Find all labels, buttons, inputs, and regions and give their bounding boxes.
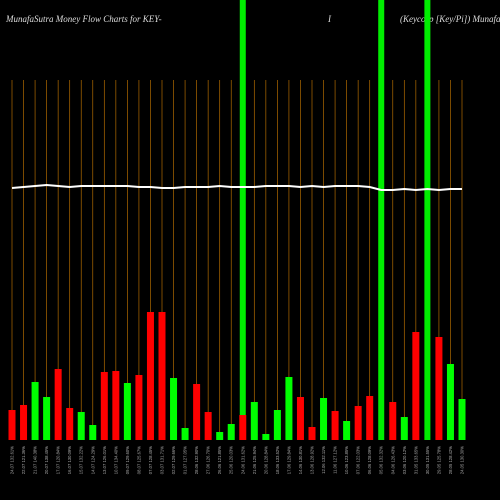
x-tick-label: 17.07 120.84% (56, 446, 61, 474)
x-tick-label: 24.06 131.62% (240, 446, 245, 474)
chart-title-mid: I (327, 14, 332, 24)
highlight (378, 0, 385, 440)
x-tick-label: 06.06 128.09% (367, 446, 372, 474)
bar (135, 375, 143, 440)
bar (8, 410, 16, 440)
x-tick-label: 14.07 124.29% (90, 446, 95, 474)
bar (170, 378, 178, 440)
bar (331, 411, 339, 440)
x-tick-label: 07.06 122.03% (356, 446, 361, 474)
bar (285, 377, 293, 440)
bar (100, 372, 108, 440)
bar (181, 428, 189, 440)
bar (89, 425, 97, 440)
x-tick-label: 13.06 128.92% (310, 446, 315, 474)
bar (227, 424, 235, 440)
bar (158, 312, 166, 440)
x-tick-label: 10.07 134.40% (113, 446, 118, 474)
x-tick-label: 27.06 126.70% (206, 446, 211, 474)
bar (458, 399, 466, 440)
bar (31, 382, 39, 440)
bar (262, 434, 270, 440)
x-tick-label: 03.06 120.12% (402, 446, 407, 474)
x-tick-label: 24.07 132.61% (10, 446, 15, 474)
x-tick-label: 25.06 120.03% (229, 446, 234, 474)
bar (146, 312, 154, 440)
chart-title: MunafaSutra Money Flow Charts for KEY- (5, 14, 162, 24)
bar (239, 415, 247, 440)
x-tick-label: 15.07 132.22% (79, 446, 84, 474)
bar (112, 371, 120, 440)
x-tick-label: 31.05 133.65% (413, 446, 418, 474)
bar (343, 421, 351, 440)
x-tick-label: 16.07 130.09% (67, 446, 72, 474)
bar (435, 337, 443, 440)
x-tick-label: 01.07 127.05% (183, 446, 188, 474)
bar (366, 396, 374, 440)
x-tick-label: 20.07 138.45% (44, 446, 49, 474)
bar (412, 332, 420, 440)
bar (250, 402, 258, 440)
bar (273, 410, 281, 440)
bar (320, 398, 328, 440)
x-tick-label: 18.06 133.52% (275, 446, 280, 474)
x-tick-label: 28.05 128.42% (448, 446, 453, 474)
x-tick-label: 11.06 127.12% (333, 446, 338, 474)
x-tick-label: 12.06 132.11% (321, 446, 326, 474)
x-tick-label: 07.07 128.45% (148, 446, 153, 474)
bar (389, 402, 397, 440)
bar (296, 397, 304, 440)
bar (54, 369, 62, 440)
bar (66, 408, 74, 440)
x-tick-label: 29.05 125.78% (436, 446, 441, 474)
money-flow-line (11, 183, 462, 192)
chart-title-right: (Keycorp [Key/Pi]) MunafaSutra.com (400, 14, 500, 24)
x-tick-label: 28.06 132.90% (194, 446, 199, 474)
x-tick-label: 03.07 131.71% (160, 446, 165, 474)
bar (20, 405, 28, 440)
bar (123, 383, 131, 440)
bar (43, 397, 51, 440)
x-tick-label: 08.07 125.67% (136, 446, 141, 474)
bar (77, 412, 85, 440)
bar (204, 412, 212, 440)
bar (193, 384, 201, 440)
x-tick-label: 30.05 131.55% (425, 446, 430, 474)
bar (446, 364, 454, 440)
x-tick-label: 09.07 129.60% (125, 446, 130, 474)
bar (216, 432, 224, 440)
highlight (424, 0, 431, 440)
x-tick-label: 22.07 121.36% (21, 446, 26, 474)
x-tick-label: 21.07 140.38% (33, 446, 38, 474)
x-tick-label: 10.06 123.85% (344, 446, 349, 474)
bar (400, 417, 408, 440)
x-tick-label: 26.06 121.85% (217, 446, 222, 474)
x-tick-label: 14.06 130.81% (298, 446, 303, 474)
x-tick-label: 02.07 129.66% (171, 446, 176, 474)
x-tick-label: 21.06 125.94% (252, 446, 257, 474)
x-tick-label: 05.06 132.32% (379, 446, 384, 474)
x-tick-label: 17.06 129.84% (286, 446, 291, 474)
x-tick-label: 13.07 126.01% (102, 446, 107, 474)
x-tick-label: 20.06 128.84% (263, 446, 268, 474)
highlight (239, 0, 246, 440)
bar (354, 406, 362, 440)
x-tick-label: 24.05 130.30% (460, 446, 465, 474)
x-tick-label: 04.06 126.43% (390, 446, 395, 474)
bar (308, 427, 316, 440)
